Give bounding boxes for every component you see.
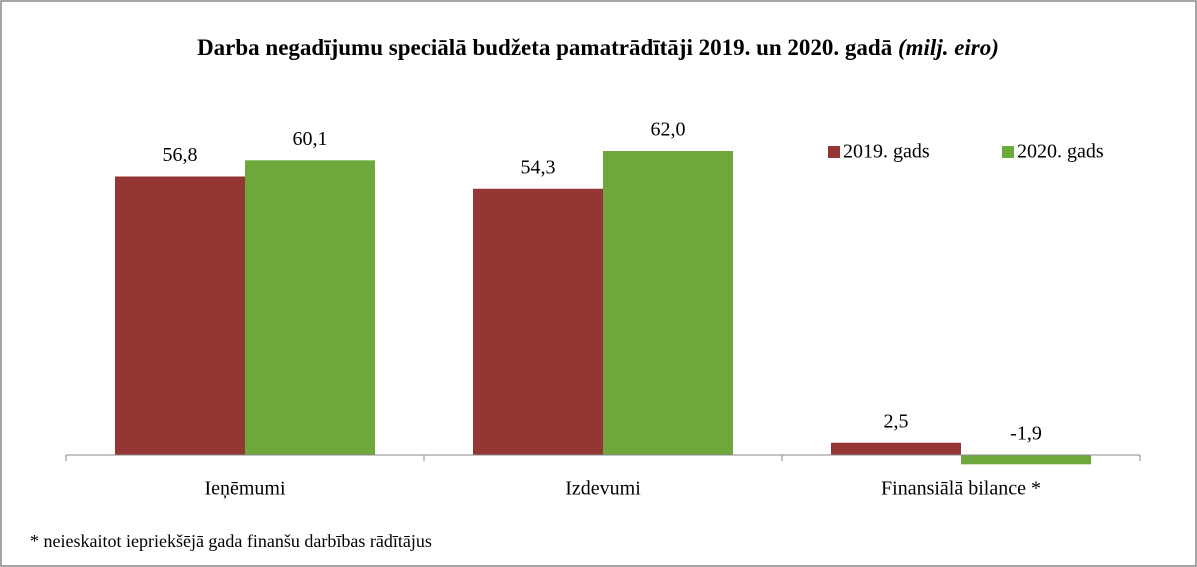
value-label: 2,5 xyxy=(884,410,909,432)
bar xyxy=(245,160,375,455)
legend-swatch xyxy=(1002,146,1014,158)
bar xyxy=(603,151,733,455)
title-main: Darba negadījumu speciālā budžeta pamatr… xyxy=(197,35,893,60)
footnote: * neieskaitot iepriekšējā gada finanšu d… xyxy=(30,531,432,551)
legend-label: 2019. gads xyxy=(843,141,930,163)
bar xyxy=(961,455,1091,465)
x-tick-label: Ieņēmumi xyxy=(204,478,286,500)
chart-title: Darba negadījumu speciālā budžeta pamatr… xyxy=(197,35,999,60)
value-label: 56,8 xyxy=(163,144,198,166)
title-unit: (milj. eiro) xyxy=(898,35,999,60)
x-tick-label: Finansiālā bilance * xyxy=(881,478,1041,500)
legend-swatch xyxy=(828,146,840,158)
value-label: 62,0 xyxy=(651,119,686,141)
x-tick-label: Izdevumi xyxy=(565,478,641,500)
value-label: 60,1 xyxy=(293,128,328,150)
bar xyxy=(831,442,961,455)
legend-label: 2020. gads xyxy=(1017,141,1104,163)
bar xyxy=(473,188,603,456)
bar xyxy=(115,176,245,456)
value-label: -1,9 xyxy=(1010,423,1042,445)
value-label: 54,3 xyxy=(521,156,556,178)
